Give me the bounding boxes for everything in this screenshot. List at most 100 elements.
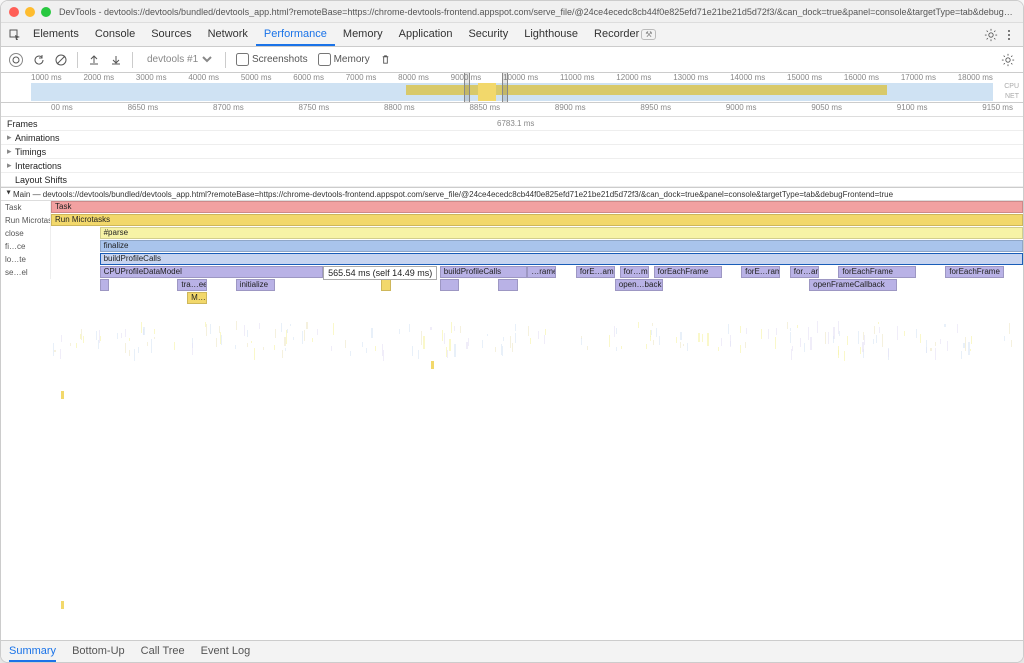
overview-handle[interactable] <box>502 73 508 102</box>
overview-tick: 5000 ms <box>241 73 272 83</box>
flame-bar[interactable]: CPUProfileDataModel <box>100 266 324 278</box>
settings-gear-icon[interactable] <box>1001 53 1015 67</box>
flame-bar[interactable] <box>440 279 459 291</box>
ruler-tick: 9150 ms <box>982 103 1013 112</box>
profile-select[interactable]: devtools #1 <box>143 53 215 66</box>
flame-bar[interactable]: open…back <box>615 279 664 291</box>
flame-bar[interactable]: buildProfileCalls <box>100 253 1023 265</box>
frames-track[interactable]: Frames 6783.1 ms <box>1 117 1023 131</box>
tab-lighthouse[interactable]: Lighthouse <box>516 24 586 46</box>
timings-track[interactable]: ▸Timings <box>1 145 1023 159</box>
tab-sources[interactable]: Sources <box>143 24 199 46</box>
overview-tick: 15000 ms <box>787 73 822 83</box>
screenshots-checkbox[interactable]: Screenshots <box>236 53 308 66</box>
ruler-tick: 8850 ms <box>469 103 500 112</box>
ruler-tick: 8900 ms <box>555 103 586 112</box>
flame-bar[interactable]: initialize <box>236 279 275 291</box>
flame-bar[interactable]: buildProfileCalls <box>440 266 527 278</box>
interactions-track[interactable]: ▸Interactions <box>1 159 1023 173</box>
overview-tick: 13000 ms <box>673 73 708 83</box>
ruler-tick: 9100 ms <box>897 103 928 112</box>
flame-row-label: se…el <box>1 266 51 279</box>
flame-row-label: fi…ce <box>1 240 51 253</box>
minimize-window-button[interactable] <box>25 7 35 17</box>
overview-tick: 8000 ms <box>398 73 429 83</box>
close-window-button[interactable] <box>9 7 19 17</box>
record-button[interactable] <box>9 53 23 67</box>
flame-row-label: Task <box>1 201 51 214</box>
frames-value: 6783.1 ms <box>497 119 888 128</box>
overview-tick: 6000 ms <box>293 73 324 83</box>
window-title: DevTools - devtools://devtools/bundled/d… <box>59 7 1015 17</box>
flame-bar[interactable] <box>498 279 517 291</box>
flame-bar[interactable]: forEachFrame <box>945 266 1003 278</box>
ruler-tick: 00 ms <box>51 103 73 112</box>
details-tabbar: Summary Bottom-Up Call Tree Event Log <box>1 640 1023 662</box>
details-tab-summary[interactable]: Summary <box>9 642 56 662</box>
tab-recorder[interactable]: Recorder⚒ <box>586 24 664 46</box>
flame-bar[interactable] <box>381 279 391 291</box>
overview-tick: 17000 ms <box>901 73 936 83</box>
flame-chart-lower[interactable] <box>1 321 1023 640</box>
overview-handle[interactable] <box>464 73 470 102</box>
overview-tick: 2000 ms <box>83 73 114 83</box>
panel-tabbar: ElementsConsoleSourcesNetworkPerformance… <box>1 23 1023 47</box>
cpu-label: CPU <box>1004 83 1019 90</box>
traffic-lights <box>9 7 51 17</box>
overview-tick: 11000 ms <box>560 73 595 83</box>
tab-security[interactable]: Security <box>460 24 516 46</box>
clear-button[interactable] <box>55 54 67 66</box>
flame-bar[interactable]: forE…ame <box>576 266 615 278</box>
timeline-overview[interactable]: 1000 ms2000 ms3000 ms4000 ms5000 ms6000 … <box>1 73 1023 103</box>
flame-bar[interactable]: for…ame <box>790 266 819 278</box>
reload-button[interactable] <box>33 54 45 66</box>
overview-tick: 4000 ms <box>188 73 219 83</box>
details-tab-bottom-up[interactable]: Bottom-Up <box>72 642 125 662</box>
ruler-tick: 9000 ms <box>726 103 757 112</box>
overview-tick: 16000 ms <box>844 73 879 83</box>
flame-bar[interactable]: finalize <box>100 240 1023 252</box>
overview-tick: 7000 ms <box>346 73 377 83</box>
animations-track[interactable]: ▸Animations <box>1 131 1023 145</box>
details-tab-event-log[interactable]: Event Log <box>201 642 251 662</box>
flame-bar[interactable]: for…me <box>620 266 649 278</box>
tab-console[interactable]: Console <box>87 24 143 46</box>
tab-network[interactable]: Network <box>200 24 256 46</box>
layout-shifts-track[interactable]: Layout Shifts <box>1 173 1023 187</box>
flame-bar[interactable] <box>100 279 110 291</box>
ruler-tick: 8950 ms <box>640 103 671 112</box>
flame-bar[interactable]: M…C <box>187 292 206 304</box>
tab-application[interactable]: Application <box>391 24 461 46</box>
inspect-icon[interactable] <box>7 27 23 43</box>
flame-bar[interactable]: …rame <box>527 266 556 278</box>
download-button[interactable] <box>110 54 122 66</box>
flame-chart[interactable]: TaskTaskRun MicrotasksRun Microtasksclos… <box>1 201 1023 321</box>
tab-performance[interactable]: Performance <box>256 24 335 46</box>
more-icon[interactable] <box>1001 27 1017 43</box>
overview-tick: 3000 ms <box>136 73 167 83</box>
details-tab-call-tree[interactable]: Call Tree <box>141 642 185 662</box>
detail-ruler[interactable]: 00 ms8650 ms8700 ms8750 ms8800 ms8850 ms… <box>1 103 1023 117</box>
maximize-window-button[interactable] <box>41 7 51 17</box>
tab-memory[interactable]: Memory <box>335 24 391 46</box>
flame-bar[interactable]: #parse <box>100 227 1023 239</box>
memory-checkbox[interactable]: Memory <box>318 53 370 66</box>
ruler-tick: 8750 ms <box>299 103 330 112</box>
flame-bar[interactable]: forEachFrame <box>838 266 916 278</box>
flame-bar[interactable]: openFrameCallback <box>809 279 896 291</box>
tab-elements[interactable]: Elements <box>25 24 87 46</box>
flame-bar[interactable]: tra…ee <box>177 279 206 291</box>
flame-bar[interactable]: Run Microtasks <box>51 214 1023 226</box>
flame-bar[interactable]: forE…rame <box>741 266 780 278</box>
ruler-tick: 8800 ms <box>384 103 415 112</box>
flame-row-label: close <box>1 227 51 240</box>
flame-bar[interactable]: forEachFrame <box>654 266 722 278</box>
settings-icon[interactable] <box>983 27 999 43</box>
titlebar: DevTools - devtools://devtools/bundled/d… <box>1 1 1023 23</box>
main-thread-header[interactable]: ▸Main — devtools://devtools/bundled/devt… <box>1 187 1023 201</box>
upload-button[interactable] <box>88 54 100 66</box>
flame-bar[interactable]: Task <box>51 201 1023 213</box>
net-label: NET <box>1005 93 1019 100</box>
flame-row-label: Run Microtasks <box>1 214 51 227</box>
garbage-icon[interactable] <box>380 54 391 65</box>
